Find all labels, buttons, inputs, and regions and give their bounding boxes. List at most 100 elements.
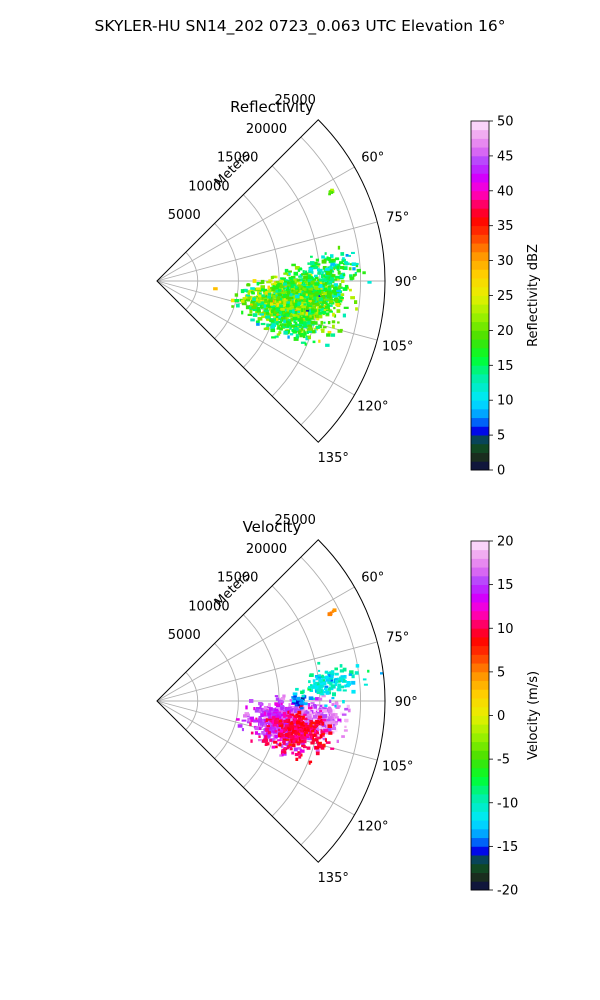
echo-bin xyxy=(290,317,294,322)
echo-bin xyxy=(316,263,321,266)
echo-bin xyxy=(330,262,336,266)
colorbar-swatch xyxy=(471,365,489,375)
echo-bin xyxy=(258,716,262,719)
echo-bin xyxy=(280,697,286,700)
echo-bin xyxy=(280,729,284,733)
echo-bin xyxy=(343,678,346,682)
echo-bin xyxy=(298,333,304,336)
echo-bin xyxy=(301,308,304,313)
echo-bin xyxy=(286,303,290,308)
echo-bin xyxy=(271,303,276,306)
echo-bin xyxy=(284,268,289,273)
colorbar-swatch xyxy=(471,400,489,410)
echo-bin xyxy=(261,731,265,735)
echo-bin xyxy=(287,731,292,735)
echo-bin xyxy=(237,724,243,728)
echo-bin xyxy=(285,312,290,316)
echo-bin xyxy=(294,294,300,299)
echo-bin xyxy=(315,325,320,329)
echo-bin xyxy=(328,720,334,724)
echo-bin xyxy=(292,309,295,314)
echo-bin xyxy=(325,731,331,735)
echo-bin xyxy=(250,318,255,322)
colorbar-swatch xyxy=(471,251,489,262)
echo-bin xyxy=(346,286,349,290)
echo-bin xyxy=(293,271,299,276)
echo-bin xyxy=(311,292,316,297)
colorbar-swatch xyxy=(471,802,489,812)
range-tick-label: 15000 xyxy=(217,151,258,166)
echo-bin xyxy=(317,268,320,272)
echo-bin xyxy=(291,263,296,267)
echo-bin xyxy=(322,326,327,329)
echo-bin xyxy=(274,717,280,720)
echo-bin xyxy=(330,713,335,717)
echo-bin xyxy=(282,302,287,306)
echo-bin xyxy=(295,757,299,761)
angle-tick-label: 135° xyxy=(318,451,349,466)
colorbar-swatch xyxy=(471,216,489,227)
angle-tick-label: 120° xyxy=(357,400,388,415)
echo-bin xyxy=(281,728,287,732)
echo-bin xyxy=(312,284,315,288)
echo-bin xyxy=(311,725,316,729)
echo-bin xyxy=(273,720,279,724)
echo-bin xyxy=(305,278,309,281)
echo-bin xyxy=(254,731,258,735)
echo-bin xyxy=(322,723,326,727)
echo-bin xyxy=(344,684,347,688)
echo-bin xyxy=(316,311,320,316)
echo-bin xyxy=(271,288,275,291)
echo-bin xyxy=(300,284,306,287)
echo-bin xyxy=(230,298,235,303)
echo-bin xyxy=(312,263,317,268)
echo-bin xyxy=(255,717,258,722)
colorbar-tick-label: 20 xyxy=(497,535,514,550)
echo-bin xyxy=(285,714,291,717)
echo-bin xyxy=(311,266,315,270)
echo-bin xyxy=(330,670,335,674)
echo-bin xyxy=(316,736,320,739)
echo-bin xyxy=(322,295,326,299)
echo-bin xyxy=(247,295,251,300)
echo-bin xyxy=(342,266,348,270)
echo-bin xyxy=(302,333,307,336)
echo-bin xyxy=(306,720,312,723)
echo-bin xyxy=(303,702,308,706)
echo-bin xyxy=(307,319,312,323)
echo-bin xyxy=(307,725,313,729)
echo-bin xyxy=(256,300,260,304)
echo-bin xyxy=(337,321,340,324)
echo-bin xyxy=(289,711,293,714)
echo-bin xyxy=(257,294,262,298)
echo-bin xyxy=(304,727,309,731)
echo-bin xyxy=(317,270,321,274)
echo-bin xyxy=(339,679,343,683)
echo-bin xyxy=(273,740,278,744)
echo-bin xyxy=(322,681,326,684)
colorbar-tick-label: 35 xyxy=(497,219,514,234)
echo-bin xyxy=(302,270,305,274)
colorbar-swatch xyxy=(471,689,489,699)
echo-bin xyxy=(294,709,297,713)
echo-bin xyxy=(259,313,264,316)
echo-bin xyxy=(362,678,367,681)
echo-bin xyxy=(315,296,320,301)
echo-bin xyxy=(298,709,302,712)
echo-bin xyxy=(297,726,302,729)
colorbar-swatch xyxy=(471,321,489,331)
echo-bin xyxy=(320,320,324,325)
echo-bin xyxy=(256,322,260,326)
echo-bin xyxy=(349,288,352,292)
echo-bin xyxy=(289,717,293,721)
echo-bin xyxy=(316,727,319,731)
echo-bin xyxy=(342,287,348,291)
echo-bin xyxy=(274,285,279,289)
echo-bin xyxy=(317,280,320,284)
echo-bin xyxy=(315,258,319,262)
echo-bin xyxy=(326,727,332,732)
echo-bin xyxy=(261,710,266,714)
echo-bin xyxy=(321,290,324,294)
echo-bin xyxy=(308,706,313,710)
echo-bin xyxy=(322,283,328,287)
